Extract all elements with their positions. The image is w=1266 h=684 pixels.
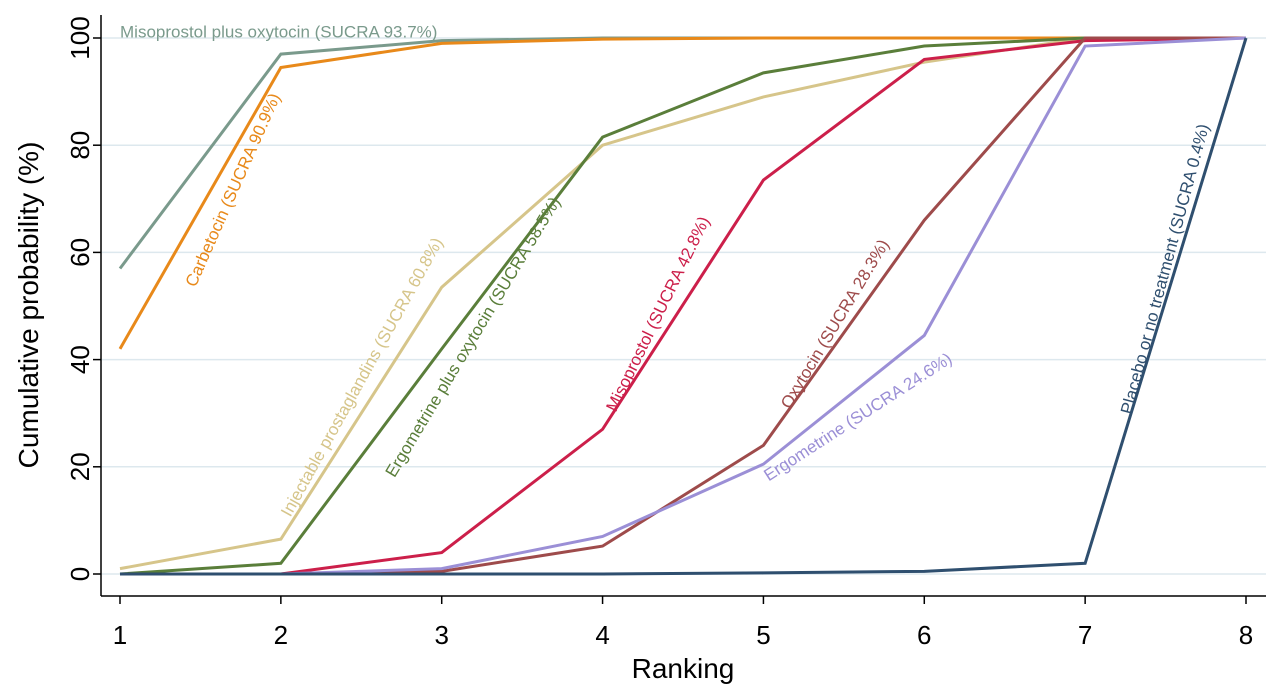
x-tick-label: 4 xyxy=(595,620,609,650)
series-line-misoprostol-plus-oxytocin xyxy=(118,36,1246,270)
series-line-placebo-or-no-treatment xyxy=(120,37,1248,576)
x-tick-label: 3 xyxy=(434,620,448,650)
x-tick-label: 1 xyxy=(113,620,127,650)
series-line-ergometrine-plus-oxytocin xyxy=(119,36,1246,576)
series-label-misoprostol: Misoprostol (SUCRA 42.8%) xyxy=(602,213,713,414)
series-line-injectable-prostaglandins xyxy=(119,36,1246,571)
x-tick-label: 2 xyxy=(274,620,288,650)
series-label-placebo-or-no-treatment: Placebo or no treatment (SUCRA 0.4%) xyxy=(1117,122,1213,416)
series-label-misoprostol-plus-oxytocin: Misoprostol plus oxytocin (SUCRA 93.7%) xyxy=(120,23,437,42)
x-tick-label: 7 xyxy=(1078,620,1092,650)
y-tick-label: 80 xyxy=(65,131,95,160)
y-tick-label: 20 xyxy=(65,452,95,481)
series-line-misoprostol xyxy=(120,36,1247,576)
x-tick-label: 6 xyxy=(917,620,931,650)
axes: 0 20 40 60 80 100 1 2 3 4 5 6 7 8 xyxy=(65,15,1266,650)
x-tick-label: 8 xyxy=(1239,620,1253,650)
series-labels: Misoprostol plus oxytocin (SUCRA 93.7%)C… xyxy=(120,23,1213,520)
y-axis-title: Cumulative probability (%) xyxy=(13,142,44,469)
series-lines xyxy=(118,36,1248,576)
y-tick-label: 0 xyxy=(65,567,95,581)
y-tick-label: 100 xyxy=(65,16,95,59)
series-label-ergometrine: Ergometrine (SUCRA 24.6%) xyxy=(761,349,956,485)
y-tick-label: 40 xyxy=(65,345,95,374)
x-axis-title: Ranking xyxy=(632,653,735,684)
series-label-oxytocin: Oxytocin (SUCRA 28.3%) xyxy=(777,236,893,412)
y-tick-label: 60 xyxy=(65,238,95,267)
x-tick-label: 5 xyxy=(756,620,770,650)
